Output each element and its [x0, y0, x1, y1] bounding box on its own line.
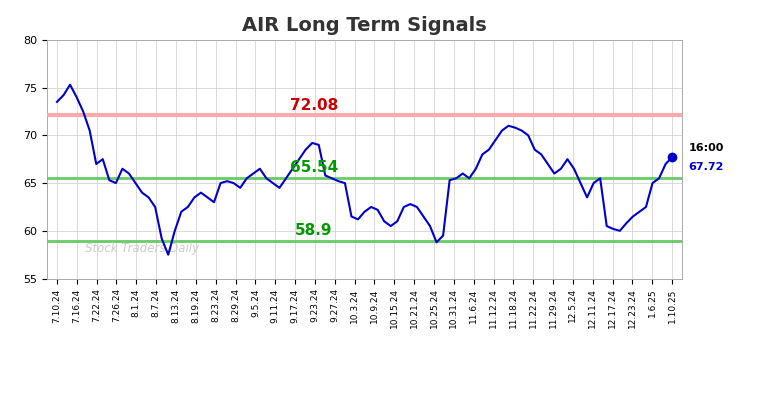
- Text: 58.9: 58.9: [295, 224, 332, 238]
- Text: 67.72: 67.72: [688, 162, 724, 172]
- Text: 65.54: 65.54: [289, 160, 338, 175]
- Text: 16:00: 16:00: [688, 142, 724, 152]
- Text: 72.08: 72.08: [289, 98, 338, 113]
- Title: AIR Long Term Signals: AIR Long Term Signals: [242, 16, 487, 35]
- Text: Stock Traders Daily: Stock Traders Daily: [85, 242, 199, 255]
